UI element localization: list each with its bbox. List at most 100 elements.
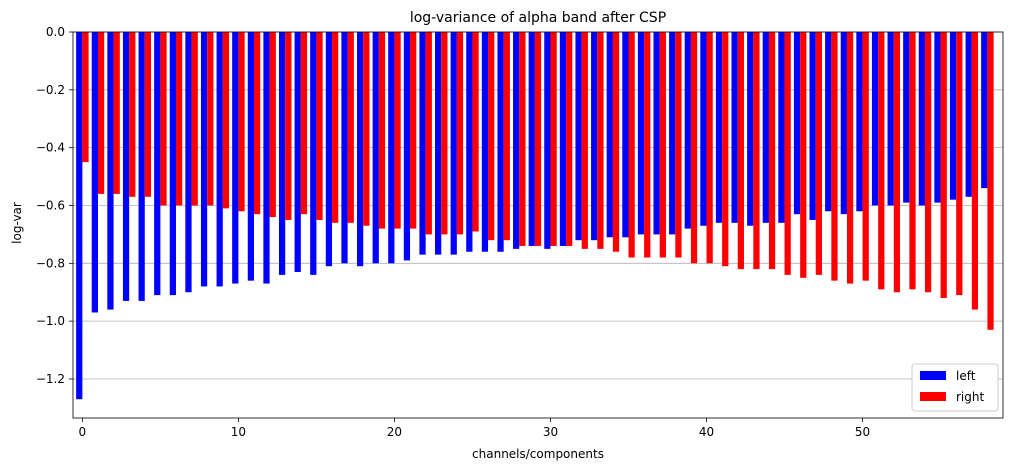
bar-left [575, 32, 582, 241]
bar-left [903, 32, 910, 203]
bar-left [107, 32, 114, 310]
bar-right [441, 32, 448, 235]
bar-right [612, 32, 620, 252]
bar-left [778, 32, 785, 223]
bar-left [278, 32, 286, 275]
bar-left [232, 32, 239, 284]
bar-left [91, 32, 98, 313]
bar-left [544, 32, 551, 249]
bar-left [513, 32, 520, 249]
legend-label-right: right [956, 390, 984, 404]
bar-left [747, 32, 754, 226]
bar-right [644, 32, 651, 258]
bar-left [403, 32, 411, 261]
x-tick-label: 20 [387, 425, 402, 439]
bar-right [503, 32, 510, 241]
bar-left [981, 32, 988, 189]
bar-right [222, 32, 230, 209]
bar-left [528, 32, 535, 246]
bar-left [356, 32, 364, 267]
bar-right [628, 32, 635, 258]
bar-left [466, 32, 473, 252]
bar-left [793, 32, 801, 215]
bar-right [956, 32, 963, 296]
bar-left [497, 32, 504, 252]
bar-left [185, 32, 192, 293]
bar-right [893, 32, 901, 293]
bar-right [316, 32, 323, 220]
bar-left [325, 32, 333, 267]
bar-right [129, 32, 136, 197]
bar-right [394, 32, 401, 229]
bar-left [200, 32, 208, 287]
bar-left [653, 32, 660, 235]
bar-left [918, 32, 925, 206]
legend-swatch-left [920, 371, 946, 380]
bar-left [965, 32, 972, 197]
y-tick-label: −0.2 [36, 83, 65, 97]
bar-left [247, 32, 255, 281]
plot-frame [72, 31, 1004, 419]
bar-right [831, 32, 838, 281]
bar-right [737, 32, 744, 270]
bar-left [856, 32, 863, 212]
bar-right [753, 32, 760, 270]
bar-left [700, 32, 707, 226]
bar-right [82, 32, 89, 163]
bar-left [949, 32, 957, 200]
bar-left [294, 32, 301, 272]
y-tick-label: −1.0 [36, 314, 65, 328]
bar-right [363, 32, 370, 226]
bar-right [815, 32, 822, 275]
bar-left [216, 32, 223, 287]
bar-right [878, 32, 885, 290]
legend-swatch-right [920, 392, 946, 401]
y-tick-label: 0.0 [46, 25, 65, 39]
bar-right [378, 32, 386, 229]
bar-left [372, 32, 379, 264]
bar-right [472, 32, 479, 232]
bar-left [154, 32, 161, 296]
bar-left [138, 32, 145, 301]
bar-right [254, 32, 261, 215]
bar-right [144, 32, 152, 197]
bar-left [840, 32, 847, 215]
bar-right [175, 32, 183, 206]
bar-right [332, 32, 339, 223]
bar-right [191, 32, 198, 206]
bar-right [690, 32, 698, 264]
bar-right [987, 32, 994, 330]
bar-left [310, 32, 317, 275]
bar-left [450, 32, 457, 255]
bar-right [768, 32, 776, 270]
bar-right [534, 32, 542, 246]
bar-right [160, 32, 167, 206]
x-tick-label: 30 [543, 425, 558, 439]
x-tick-label: 40 [699, 425, 714, 439]
bar-left [825, 32, 832, 212]
x-tick-label: 10 [231, 425, 246, 439]
bar-right [456, 32, 464, 235]
bar-left [606, 32, 613, 238]
bar-left [622, 32, 629, 238]
bar-right [675, 32, 682, 258]
bar-left [122, 32, 130, 301]
bar-right [566, 32, 573, 246]
y-tick-label: −0.6 [36, 198, 65, 212]
bar-right [784, 32, 791, 275]
bar-right [924, 32, 932, 293]
bar-right [425, 32, 432, 235]
bar-right [550, 32, 557, 246]
bar-left [341, 32, 348, 264]
bar-left [263, 32, 270, 284]
bar-left [934, 32, 941, 203]
legend: left right [911, 363, 999, 412]
bar-left [637, 32, 645, 235]
bar-left [76, 32, 83, 400]
bar-left [481, 32, 489, 252]
bar-right [800, 32, 807, 278]
bar-left [731, 32, 738, 223]
bar-right [300, 32, 308, 215]
bar-left [871, 32, 879, 206]
